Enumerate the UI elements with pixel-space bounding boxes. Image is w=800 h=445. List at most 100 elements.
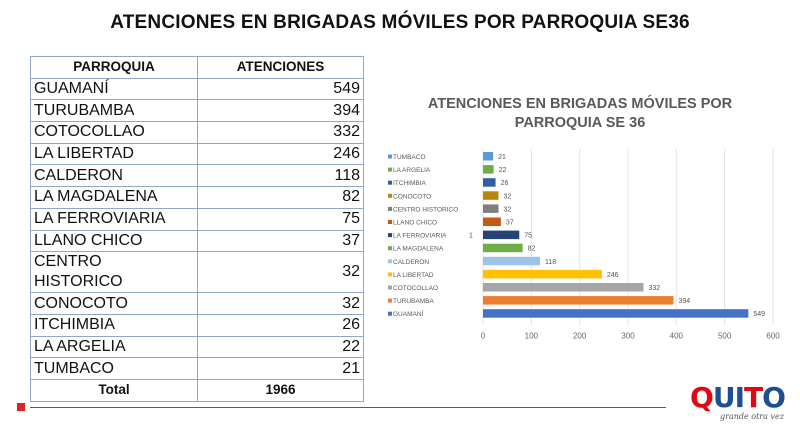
parroquia-cell: LA FERROVIARIA <box>30 207 198 231</box>
legend-label: ITCHIMBIA <box>393 180 427 187</box>
table-row: CENTRO HISTORICO 32 <box>30 251 364 294</box>
red-divider-line <box>30 407 666 408</box>
legend-label: LA ARGELIA <box>393 167 431 174</box>
data-label: 246 <box>607 272 619 279</box>
logo-tagline: grande otra vez <box>720 412 784 421</box>
parroquia-cell: LA MAGDALENA <box>30 186 198 209</box>
x-tick-label: 0 <box>481 331 486 340</box>
table-total-row: Total 1966 <box>30 378 364 402</box>
chart-title: ATENCIONES EN BRIGADAS MÓVILES POR PARRO… <box>427 96 733 131</box>
bar <box>483 269 602 279</box>
atenciones-cell: 549 <box>197 77 364 101</box>
legend-label: LA LIBERTAD <box>393 272 434 279</box>
atenciones-cell: 82 <box>197 186 364 209</box>
legend-swatch <box>388 233 392 238</box>
quito-logo: QUITO grande otra vez <box>690 383 790 433</box>
atenciones-cell: 118 <box>197 164 364 188</box>
legend-label: CALDERON <box>393 259 429 266</box>
data-label: 22 <box>499 167 507 174</box>
legend-label: TURUBAMBA <box>393 298 434 305</box>
data-label: 75 <box>524 233 532 240</box>
parroquia-cell: TURUBAMBA <box>30 99 198 123</box>
bar <box>483 178 496 187</box>
legend-label: LLANO CHICO <box>393 220 437 227</box>
parroquia-cell: LA LIBERTAD <box>30 142 198 166</box>
header-atenciones: ATENCIONES <box>197 56 364 79</box>
logo-letter: U <box>712 381 736 414</box>
table-row: CALDERON 118 <box>30 164 364 188</box>
data-label: 118 <box>545 259 556 266</box>
table-row: CONOCOTO 32 <box>30 292 364 315</box>
data-table: PARROQUIA ATENCIONES GUAMANÍ 549 TURUBAMBA… <box>30 56 364 402</box>
table-row: LA FERROVIARIA 75 <box>30 207 364 231</box>
data-label: 394 <box>678 298 690 305</box>
legend-label: COTOCOLLAO <box>393 285 438 292</box>
bar <box>483 217 501 226</box>
legend-swatch <box>388 154 392 159</box>
parroquia-cell: ITCHIMBIA <box>30 313 198 337</box>
legend-swatch <box>388 272 392 277</box>
parroquia-cell: CALDERON <box>30 164 198 188</box>
legend-label: LA MAGDALENA <box>393 246 444 253</box>
bar-chart: 0 100 200 300 400 500 600 21 TUMBACO 22 LA ARGELIA… <box>388 149 780 340</box>
legend-label: TUMBACO <box>393 154 426 161</box>
red-square-marker <box>17 403 25 411</box>
header-parroquia: PARROQUIA <box>30 56 198 79</box>
logo-letter: O <box>762 381 786 414</box>
atenciones-cell: 21 <box>197 357 364 380</box>
legend-swatch <box>388 285 392 290</box>
bar <box>483 204 499 213</box>
legend-swatch <box>388 206 392 211</box>
parroquia-cell: TUMBACO <box>30 357 198 380</box>
table-row: GUAMANÍ 549 <box>30 77 364 101</box>
data-label: 549 <box>753 311 765 318</box>
total-value: 1966 <box>197 378 364 402</box>
x-tick-label: 200 <box>573 331 587 340</box>
x-tick-label: 300 <box>621 331 635 340</box>
legend-swatch <box>388 167 392 172</box>
bar <box>483 296 674 305</box>
parroquia-cell: CONOCOTO <box>30 292 198 315</box>
atenciones-cell: 75 <box>197 207 364 231</box>
atenciones-cell: 246 <box>197 142 364 166</box>
bar <box>483 165 494 174</box>
legend-swatch <box>388 220 392 224</box>
table-row: LA MAGDALENA 82 <box>30 186 364 209</box>
table-row: ITCHIMBIA 26 <box>30 313 364 337</box>
table-row: COTOCOLLAO 332 <box>30 121 364 144</box>
atenciones-cell: 394 <box>197 99 364 123</box>
logo-wordmark: QUITO <box>690 383 790 413</box>
table-header-row: PARROQUIA ATENCIONES <box>30 56 364 79</box>
atenciones-cell: 32 <box>197 251 364 294</box>
table-row: LA LIBERTAD 246 <box>30 142 364 166</box>
legend-label: CENTRO HISTORICO <box>393 206 458 213</box>
bar <box>483 230 520 240</box>
legend-swatch <box>388 259 392 264</box>
bar <box>483 191 499 200</box>
parroquia-cell: LLANO CHICO <box>30 229 198 253</box>
logo-letter: Q <box>690 381 714 414</box>
table-row: LA ARGELIA 22 <box>30 335 364 359</box>
parroquia-cell: LA ARGELIA <box>30 335 198 359</box>
atenciones-cell: 37 <box>197 229 364 253</box>
bar <box>483 309 749 318</box>
page-title: ATENCIONES EN BRIGADAS MÓVILES POR PARRO… <box>110 12 690 33</box>
parroquia-cell: COTOCOLLAO <box>30 121 198 144</box>
data-label: 332 <box>648 285 660 292</box>
logo-letter: I <box>734 381 745 414</box>
legend-label: LA FERROVIARIA <box>393 233 447 240</box>
legend-swatch <box>388 298 392 303</box>
legend-label: CONOCOTO <box>393 193 431 200</box>
atenciones-cell: 26 <box>197 313 364 337</box>
legend-label: GUAMANÍ <box>393 309 424 318</box>
data-label: 21 <box>498 154 506 161</box>
x-tick-label: 100 <box>525 331 539 340</box>
bar <box>483 256 541 266</box>
bar <box>483 243 523 253</box>
atenciones-cell: 22 <box>197 335 364 359</box>
data-label: 37 <box>506 220 514 227</box>
legend-swatch <box>388 180 392 185</box>
table-row: LLANO CHICO 37 <box>30 229 364 253</box>
atenciones-cell: 332 <box>197 121 364 144</box>
table-row: TURUBAMBA 394 <box>30 99 364 123</box>
